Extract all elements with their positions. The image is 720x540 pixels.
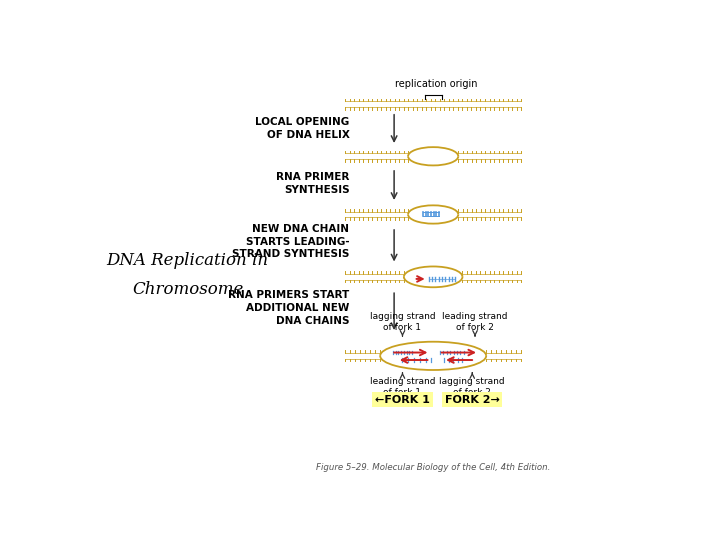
Text: leading strand
of fork 1: leading strand of fork 1 xyxy=(370,377,435,397)
Text: NEW DNA CHAIN
STARTS LEADING-
STRAND SYNTHESIS: NEW DNA CHAIN STARTS LEADING- STRAND SYN… xyxy=(232,224,349,259)
Text: replication origin: replication origin xyxy=(395,78,477,89)
Text: Figure 5–29. Molecular Biology of the Cell, 4th Edition.: Figure 5–29. Molecular Biology of the Ce… xyxy=(316,463,550,472)
Text: lagging strand
of fork 2: lagging strand of fork 2 xyxy=(439,377,505,397)
Text: DNA Replication in: DNA Replication in xyxy=(107,252,269,269)
Text: ←FORK 1: ←FORK 1 xyxy=(375,395,430,404)
Text: RNA PRIMER
SYNTHESIS: RNA PRIMER SYNTHESIS xyxy=(276,172,349,195)
Text: lagging strand
of fork 1: lagging strand of fork 1 xyxy=(369,312,436,332)
Text: RNA PRIMERS START
ADDITIONAL NEW
DNA CHAINS: RNA PRIMERS START ADDITIONAL NEW DNA CHA… xyxy=(228,290,349,326)
Text: FORK 2→: FORK 2→ xyxy=(445,395,500,404)
Text: leading strand
of fork 2: leading strand of fork 2 xyxy=(442,312,508,332)
Text: Chromosome: Chromosome xyxy=(132,281,243,298)
Text: LOCAL OPENING
OF DNA HELIX: LOCAL OPENING OF DNA HELIX xyxy=(255,117,349,140)
